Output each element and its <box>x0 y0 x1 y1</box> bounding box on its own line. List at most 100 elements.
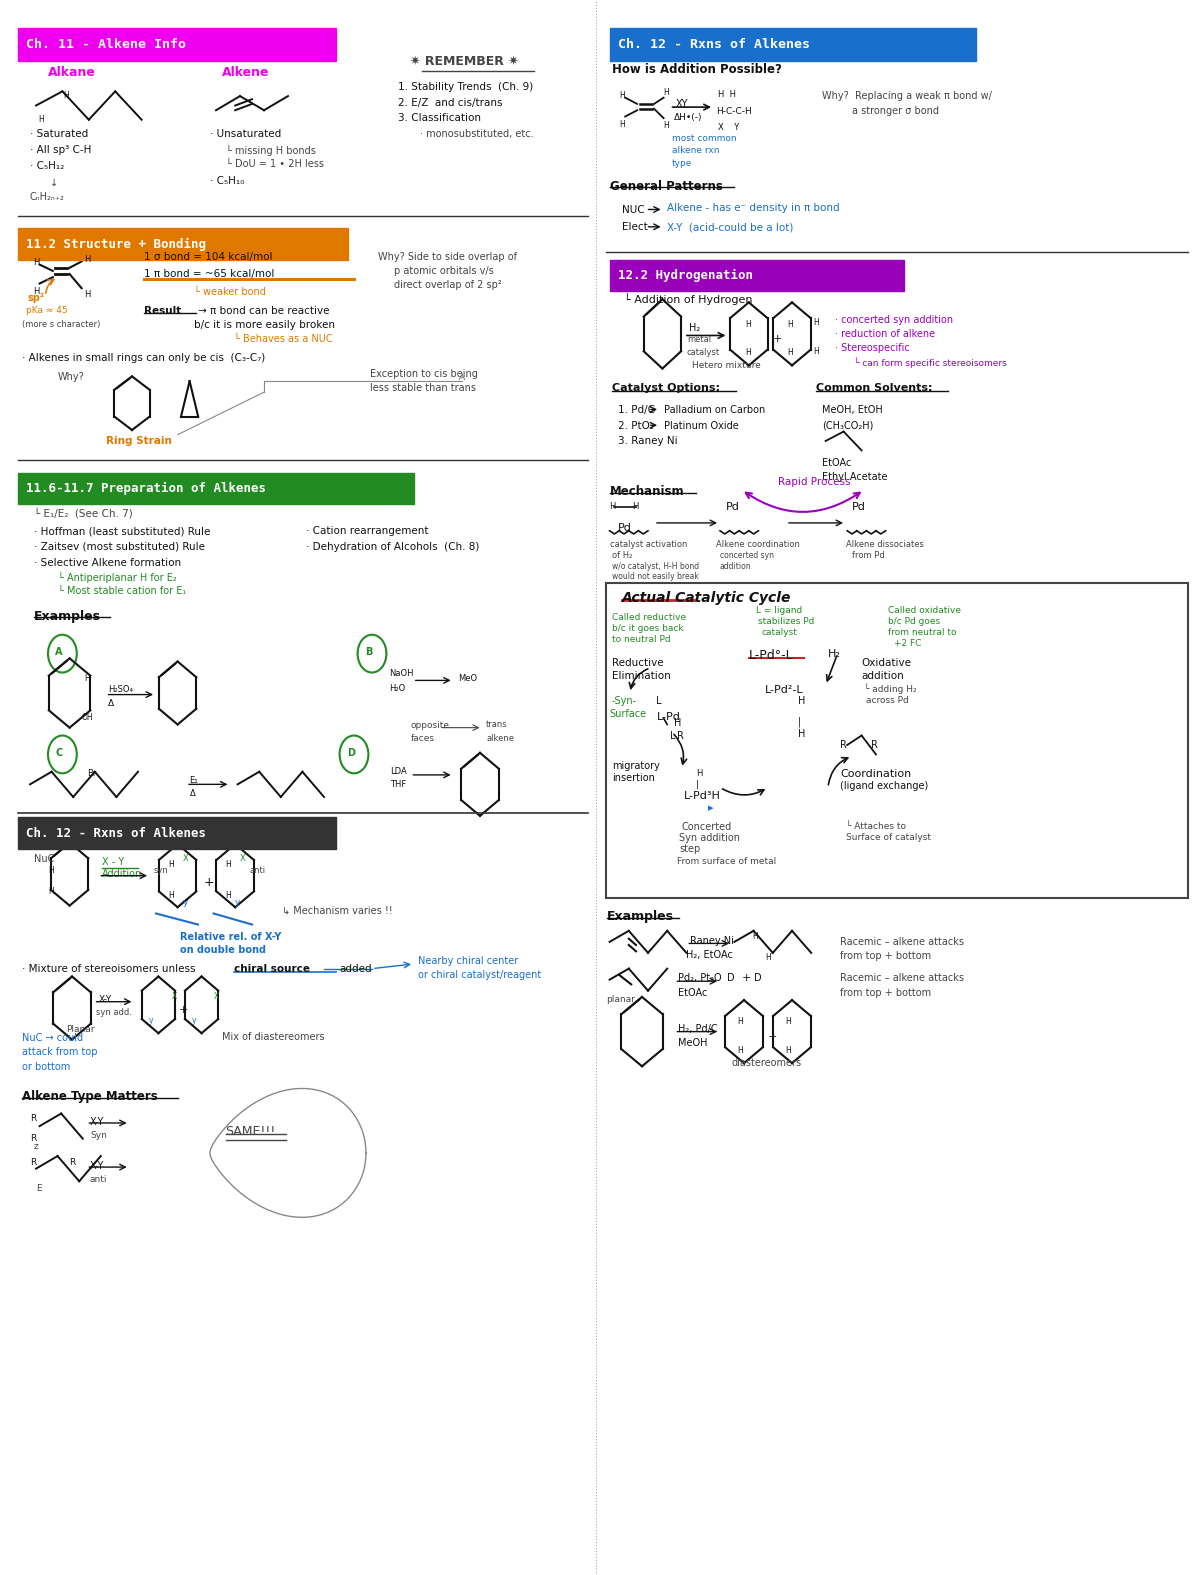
Text: H: H <box>814 346 820 356</box>
Text: X-Y: X-Y <box>98 995 112 1005</box>
Text: D: D <box>727 973 734 983</box>
Text: |: | <box>798 717 802 728</box>
Text: · All sp³ C-H: · All sp³ C-H <box>30 145 91 154</box>
Text: Syn: Syn <box>90 1131 107 1140</box>
Text: R: R <box>871 740 878 750</box>
Text: Why? Side to side overlap of: Why? Side to side overlap of <box>378 252 517 261</box>
Text: NuC: NuC <box>34 854 54 863</box>
Text: └ Behaves as a NUC: └ Behaves as a NUC <box>234 334 332 343</box>
Text: alkene: alkene <box>486 734 514 743</box>
Text: 1 σ bond = 104 kcal/mol: 1 σ bond = 104 kcal/mol <box>144 252 272 261</box>
Text: → π bond can be reactive: → π bond can be reactive <box>198 306 330 315</box>
Text: How is Addition Possible?: How is Addition Possible? <box>612 63 782 76</box>
Text: H-C-C-H: H-C-C-H <box>716 107 752 117</box>
Text: R: R <box>30 1158 36 1167</box>
Text: D: D <box>347 748 355 758</box>
Text: Platinum Oxide: Platinum Oxide <box>664 421 738 430</box>
Text: H: H <box>34 287 40 296</box>
Text: H₂SO₄: H₂SO₄ <box>108 685 133 695</box>
Text: pKa ≈ 45: pKa ≈ 45 <box>26 306 68 315</box>
Text: E: E <box>36 1184 42 1194</box>
Text: Relative rel. of X-Y: Relative rel. of X-Y <box>180 932 281 942</box>
Text: from top + bottom: from top + bottom <box>840 951 931 961</box>
Text: H: H <box>737 1046 743 1055</box>
Text: Coordination: Coordination <box>840 769 911 778</box>
Text: · Zaitsev (most substituted) Rule: · Zaitsev (most substituted) Rule <box>34 542 204 551</box>
Text: 1. Pd/C: 1. Pd/C <box>618 405 655 414</box>
Text: ▸: ▸ <box>708 803 714 813</box>
Text: diastereomers: diastereomers <box>732 1058 802 1068</box>
Text: CₙH₂ₙ₊₂: CₙH₂ₙ₊₂ <box>30 192 65 202</box>
FancyBboxPatch shape <box>18 228 348 260</box>
Text: H: H <box>696 769 702 778</box>
FancyBboxPatch shape <box>18 28 336 61</box>
Text: +: + <box>179 1005 188 1014</box>
Text: H: H <box>38 115 44 124</box>
Text: · concerted syn addition: · concerted syn addition <box>835 315 953 324</box>
Text: X - Y: X - Y <box>102 857 125 866</box>
Text: X: X <box>214 992 218 1002</box>
Text: H: H <box>745 348 751 358</box>
Text: added: added <box>340 964 372 973</box>
Text: EtOAc: EtOAc <box>822 458 851 468</box>
Text: from Pd: from Pd <box>852 551 884 561</box>
Text: b/c Pd goes: b/c Pd goes <box>888 617 940 627</box>
Text: H: H <box>168 891 174 901</box>
Text: H: H <box>798 729 805 739</box>
Text: Exception to cis being: Exception to cis being <box>370 369 478 378</box>
Text: or bottom: or bottom <box>22 1062 70 1071</box>
Text: Actual Catalytic Cycle: Actual Catalytic Cycle <box>622 591 791 605</box>
Text: Pd: Pd <box>618 523 632 532</box>
Text: Pd: Pd <box>852 502 866 512</box>
Text: y: y <box>192 1016 197 1025</box>
FancyBboxPatch shape <box>18 817 336 849</box>
Text: ΔH•(-): ΔH•(-) <box>674 113 703 123</box>
Text: H: H <box>785 1017 791 1027</box>
Text: └ can form specific stereoisomers: └ can form specific stereoisomers <box>854 358 1007 369</box>
Text: MeOH: MeOH <box>678 1038 708 1047</box>
Text: would not easily break: would not easily break <box>612 572 698 581</box>
Text: H₂: H₂ <box>689 323 700 332</box>
Text: L: L <box>656 696 662 706</box>
Text: across Pd: across Pd <box>866 696 910 706</box>
Text: on double bond: on double bond <box>180 945 266 954</box>
Text: Surface: Surface <box>610 709 647 718</box>
Text: H: H <box>664 88 670 98</box>
Text: LDA: LDA <box>390 767 407 776</box>
Text: L: L <box>670 731 676 740</box>
Text: Catalyst Options:: Catalyst Options: <box>612 383 720 392</box>
Text: sp²: sp² <box>28 293 44 302</box>
Text: Palladium on Carbon: Palladium on Carbon <box>664 405 764 414</box>
Text: X-Y  (acid-could be a lot): X-Y (acid-could be a lot) <box>667 222 793 232</box>
Text: Called oxidative: Called oxidative <box>888 606 961 616</box>
Text: SAME!!!: SAME!!! <box>226 1125 276 1137</box>
Text: └ Addition of Hydrogen: └ Addition of Hydrogen <box>624 293 752 306</box>
Text: addition: addition <box>720 562 751 572</box>
Text: H: H <box>619 120 625 129</box>
Text: +: + <box>773 334 782 343</box>
Text: +2 FC: +2 FC <box>894 639 922 649</box>
Text: H: H <box>34 258 40 268</box>
Text: from neutral to: from neutral to <box>888 628 956 638</box>
Text: catalyst: catalyst <box>686 348 720 358</box>
Text: Examples: Examples <box>34 610 101 622</box>
Text: Why?: Why? <box>58 372 84 381</box>
Text: Alkene dissociates: Alkene dissociates <box>846 540 924 550</box>
Text: type: type <box>672 159 692 169</box>
Text: H: H <box>787 348 793 358</box>
Text: Br: Br <box>88 769 97 778</box>
Text: H: H <box>84 290 90 299</box>
Text: Elimination: Elimination <box>612 671 671 680</box>
Text: p atomic orbitals v/s: p atomic orbitals v/s <box>394 266 493 276</box>
Text: w/o catalyst, H-H bond: w/o catalyst, H-H bond <box>612 562 700 572</box>
Text: H: H <box>84 674 90 684</box>
Text: less stable than trans: less stable than trans <box>370 383 475 392</box>
Text: Alkene coordination: Alkene coordination <box>716 540 800 550</box>
Text: Alkene Type Matters: Alkene Type Matters <box>22 1090 157 1102</box>
Text: Addition: Addition <box>102 869 143 879</box>
Text: H₂: H₂ <box>828 649 841 658</box>
Text: trans: trans <box>486 720 508 729</box>
Text: y: y <box>182 898 187 907</box>
Text: NaOH: NaOH <box>389 669 413 679</box>
Text: X-Y: X-Y <box>90 1117 104 1126</box>
